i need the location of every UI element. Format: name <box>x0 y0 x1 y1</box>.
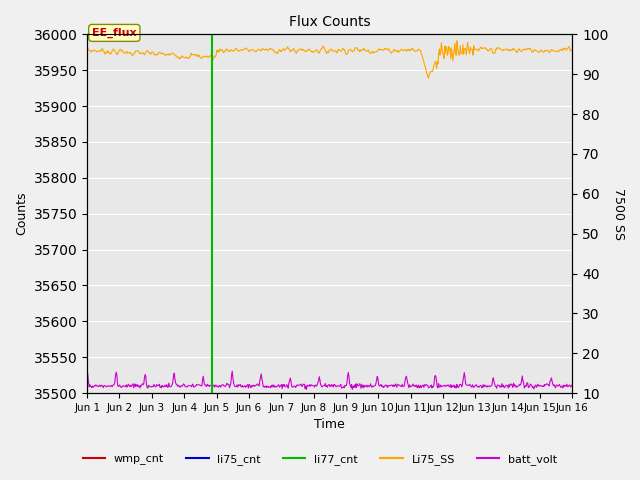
Y-axis label: 7500 SS: 7500 SS <box>612 188 625 240</box>
Text: EE_flux: EE_flux <box>92 28 136 38</box>
Title: Flux Counts: Flux Counts <box>289 15 371 29</box>
Legend: wmp_cnt, li75_cnt, li77_cnt, Li75_SS, batt_volt: wmp_cnt, li75_cnt, li77_cnt, Li75_SS, ba… <box>78 450 562 469</box>
X-axis label: Time: Time <box>314 419 345 432</box>
Y-axis label: Counts: Counts <box>15 192 28 236</box>
